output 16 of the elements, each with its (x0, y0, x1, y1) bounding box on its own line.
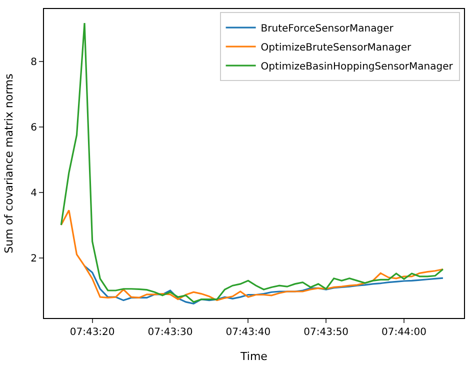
y-tick-label: 2 (30, 253, 37, 264)
y-tick-label: 4 (30, 188, 37, 199)
x-tick-label: 07:43:50 (304, 327, 349, 338)
y-tick-label: 8 (30, 56, 37, 68)
line-series (84, 265, 444, 304)
x-tick-label: 07:43:30 (148, 327, 193, 338)
y-axis-title: Sum of covariance matrix norms (2, 73, 16, 254)
x-tick-label: 07:43:20 (70, 327, 115, 338)
x-axis-title: Time (240, 350, 268, 364)
x-tick-label: 07:44:00 (382, 327, 426, 338)
legend-label: BruteForceSensorManager (260, 23, 394, 34)
legend-label: OptimizeBasinHoppingSensorManager (260, 61, 454, 72)
x-tick-label: 07:43:40 (226, 327, 271, 338)
legend-label: OptimizeBruteSensorManager (260, 42, 412, 54)
y-tick-label: 6 (30, 122, 37, 134)
line-series (60, 210, 444, 302)
